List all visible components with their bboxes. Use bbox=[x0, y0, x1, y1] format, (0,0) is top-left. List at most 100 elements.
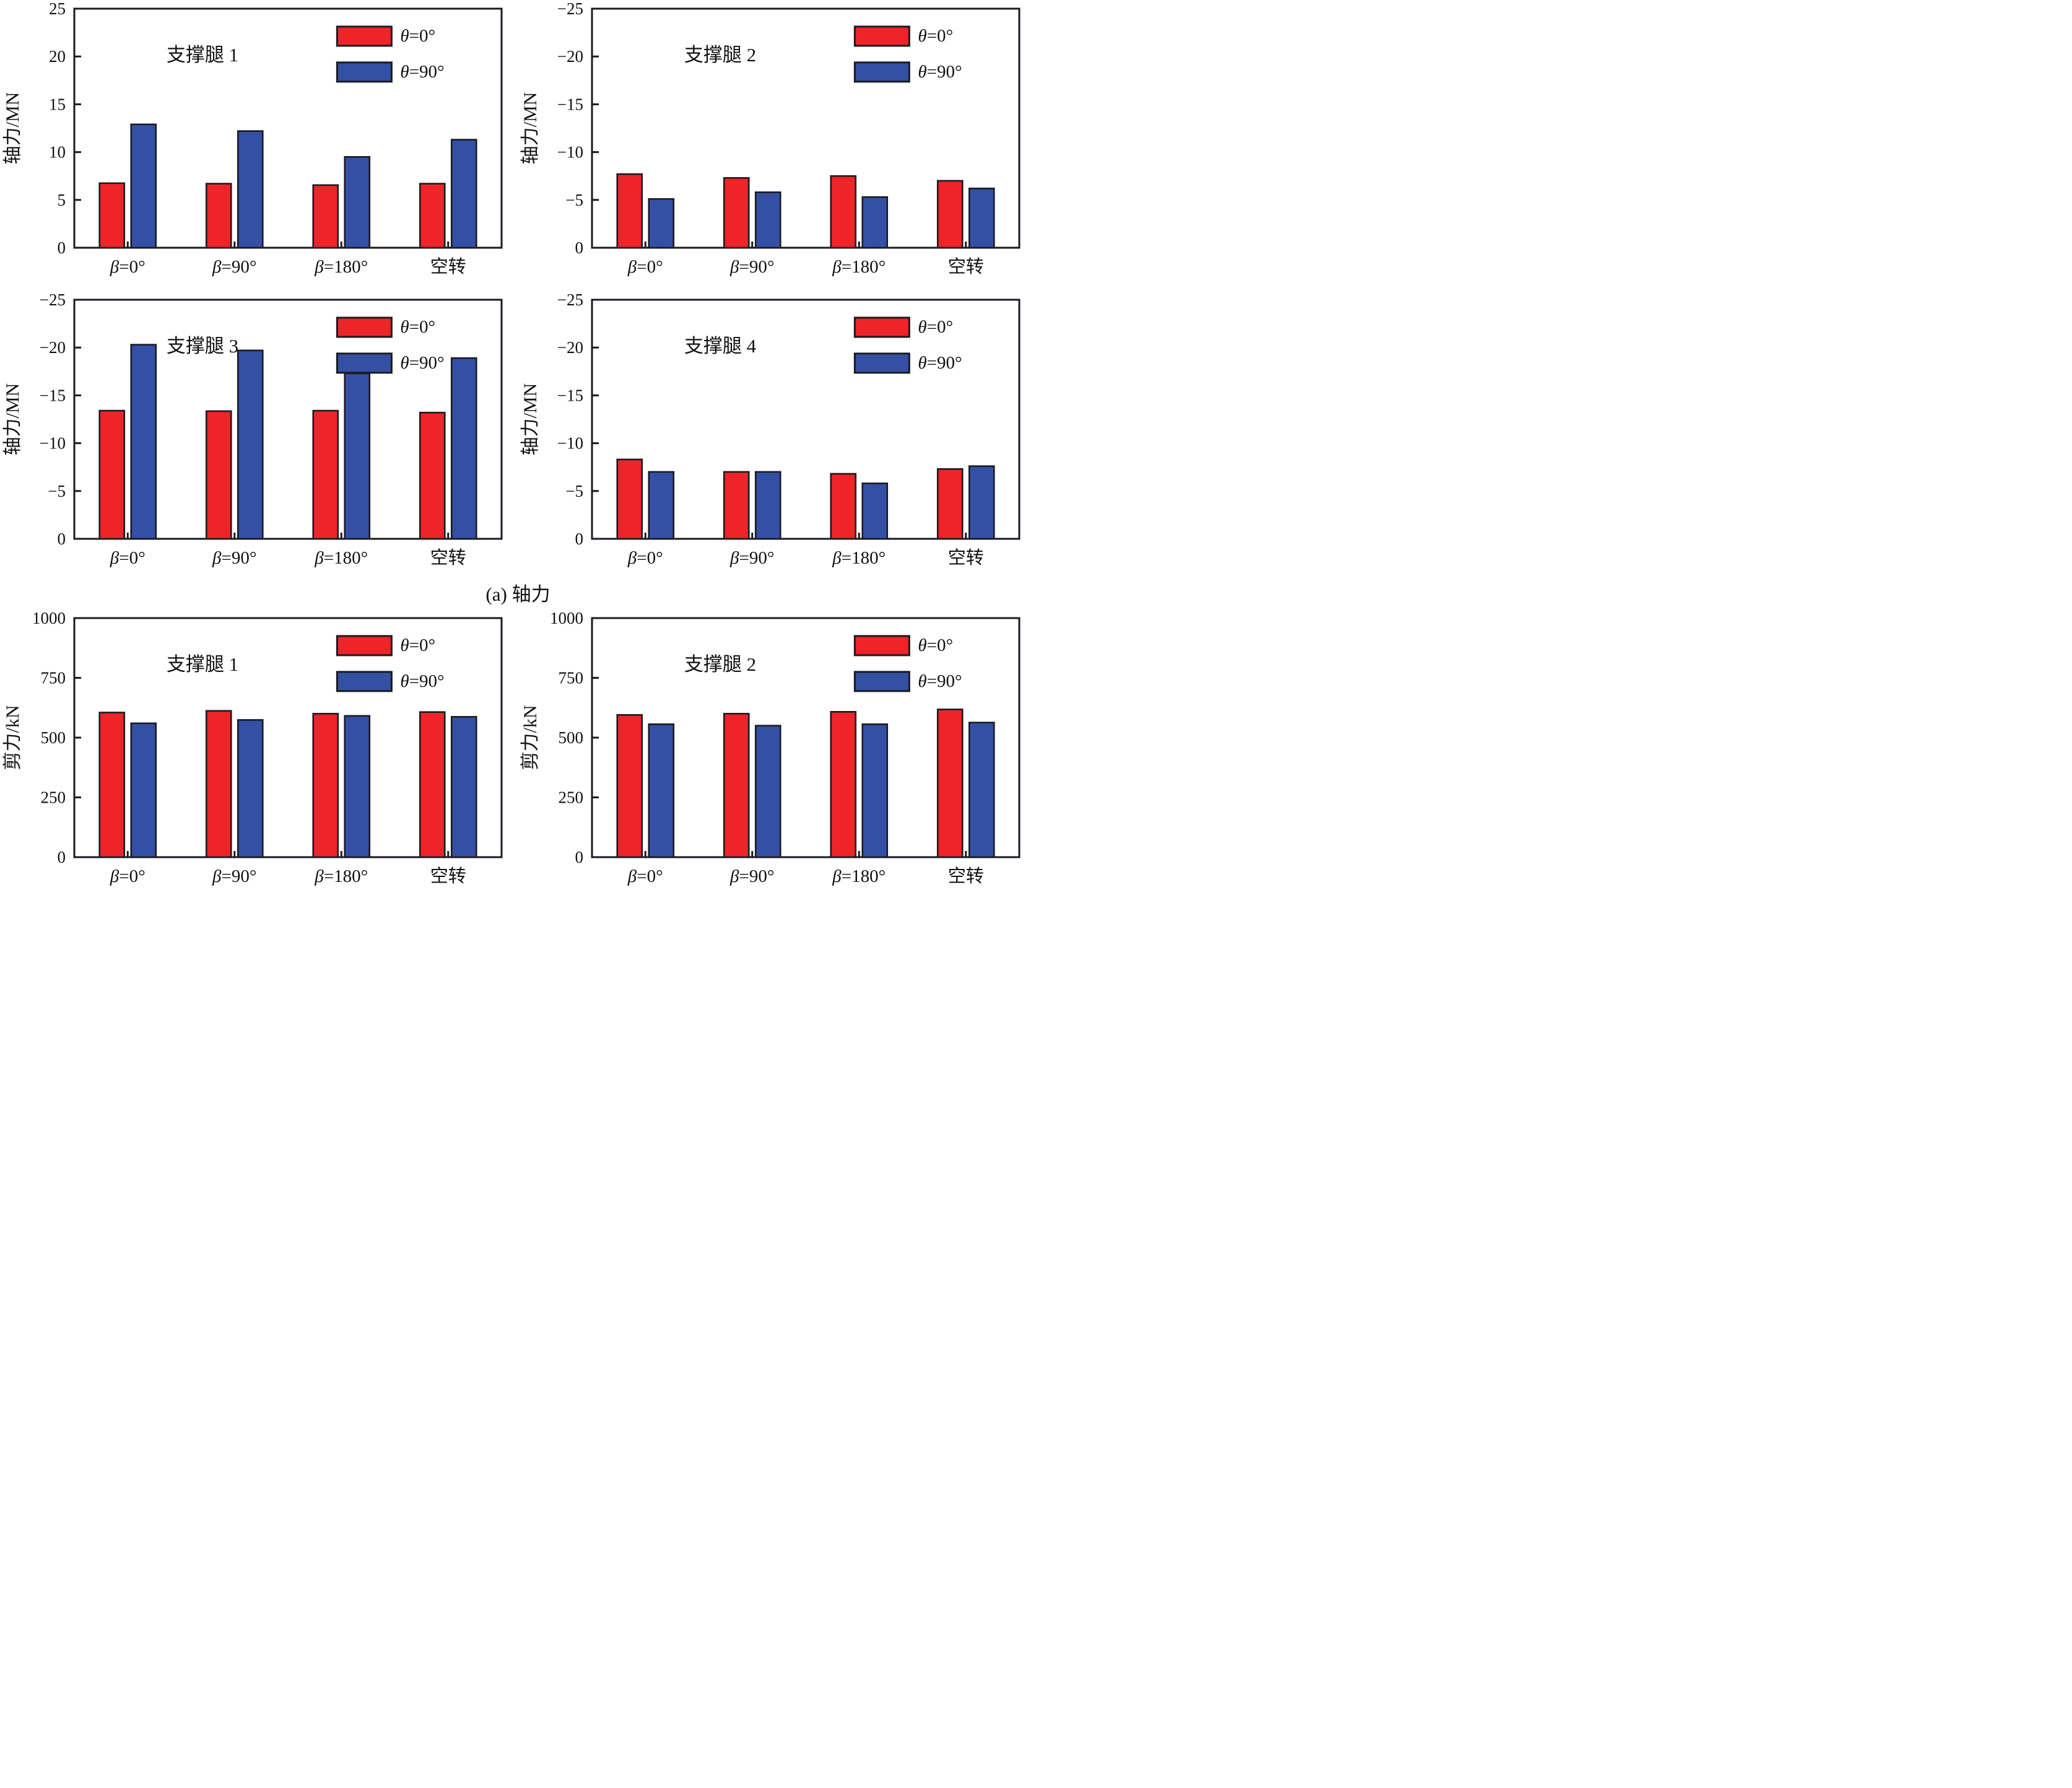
y-tick-label: −15 bbox=[557, 386, 583, 404]
y-tick-label: −5 bbox=[48, 482, 66, 500]
bar-axial-leg1-s0-c1 bbox=[205, 183, 232, 249]
category-label: β=0° bbox=[627, 257, 663, 277]
category-label: 空转 bbox=[948, 866, 984, 886]
y-tick-label: 500 bbox=[559, 728, 584, 747]
category-label: β=180° bbox=[314, 548, 368, 568]
chart-svg-shear-leg2: 0 250 500 750 1000 剪力/kN 支撑腿 2 β=0° β=90° β=180° 空… bbox=[520, 609, 1021, 886]
bar-shear-leg1-s1-c2 bbox=[344, 715, 371, 858]
bar-shear-leg2-s1-c3 bbox=[968, 722, 995, 858]
y-axis-label: 轴力/MN bbox=[520, 383, 541, 456]
bar-axial-leg2-s0-c2 bbox=[830, 175, 857, 249]
y-tick-label: 10 bbox=[49, 143, 66, 162]
chart-axial-leg2: 0 −5 −10 −15 −20 −25 轴力/MN 支撑腿 2 β=0° β=90° β=180°… bbox=[518, 0, 1035, 291]
bar-axial-leg2-s1-c2 bbox=[861, 196, 889, 249]
y-tick-label: 1000 bbox=[550, 609, 583, 627]
legend-label-0: θ=0° bbox=[400, 635, 435, 655]
category-label: β=180° bbox=[314, 257, 368, 277]
legend-label-1: θ=90° bbox=[400, 353, 444, 373]
bar-axial-leg4-s1-c1 bbox=[754, 471, 781, 540]
bar-axial-leg2-s0-c3 bbox=[936, 180, 964, 249]
chart-title: 支撑腿 1 bbox=[167, 44, 238, 66]
y-axis-label: 剪力/kN bbox=[520, 705, 541, 770]
chart-axial-leg4: 0 −5 −10 −15 −20 −25 轴力/MN 支撑腿 4 β=0° β=90° β=180°… bbox=[518, 290, 1035, 582]
y-tick-label: 750 bbox=[559, 669, 584, 687]
legend-swatch-0 bbox=[336, 316, 393, 338]
bar-axial-leg3-s1-c3 bbox=[450, 357, 477, 540]
chart-title: 支撑腿 4 bbox=[684, 335, 757, 357]
bar-axial-leg3-s1-c2 bbox=[344, 372, 371, 540]
bar-axial-leg4-s1-c3 bbox=[968, 465, 995, 540]
y-tick-label: 0 bbox=[58, 848, 66, 866]
chart-axial-leg3: 0 −5 −10 −15 −20 −25 轴力/MN 支撑腿 3 β=0° β=90° β=180°… bbox=[0, 290, 518, 582]
category-label: 空转 bbox=[430, 866, 466, 886]
legend-label-1: θ=90° bbox=[400, 62, 444, 82]
bar-axial-leg4-s0-c0 bbox=[616, 458, 643, 540]
figure-row-3: 0 250 500 750 1000 剪力/kN 支撑腿 1 β=0° β=90° β=180° 空… bbox=[0, 609, 1036, 889]
y-tick-label: −25 bbox=[40, 291, 66, 309]
y-tick-label: 250 bbox=[559, 788, 584, 807]
category-label: β=0° bbox=[110, 257, 146, 277]
y-axis-label: 剪力/kN bbox=[2, 705, 23, 770]
bar-axial-leg4-s1-c0 bbox=[648, 471, 675, 540]
legend-swatch-0 bbox=[336, 635, 393, 656]
legend-label-1: θ=90° bbox=[400, 671, 444, 691]
legend-label-1: θ=90° bbox=[918, 353, 962, 373]
legend-label-0: θ=0° bbox=[400, 26, 435, 46]
y-tick-label: 750 bbox=[41, 669, 66, 687]
bar-axial-leg4-s0-c1 bbox=[723, 471, 750, 540]
figure: 0 5 10 15 20 25 轴力/MN 支撑腿 1 β=0° β=90° β=180° 空转 θ=0… bbox=[0, 0, 1036, 889]
legend-label-0: θ=0° bbox=[918, 635, 953, 655]
category-label: β=90° bbox=[212, 257, 256, 277]
category-label: β=0° bbox=[627, 866, 663, 886]
category-label: 空转 bbox=[948, 547, 984, 568]
y-tick-label: 5 bbox=[58, 191, 66, 209]
bar-axial-leg3-s0-c1 bbox=[205, 410, 232, 540]
category-label: β=90° bbox=[729, 548, 774, 568]
legend-label-0: θ=0° bbox=[400, 317, 435, 337]
plot-box bbox=[73, 7, 503, 249]
category-label: 空转 bbox=[430, 547, 466, 568]
category-label: β=90° bbox=[212, 866, 256, 886]
y-tick-label: −10 bbox=[557, 143, 583, 162]
chart-title: 支撑腿 3 bbox=[167, 335, 238, 357]
bar-shear-leg2-s1-c2 bbox=[861, 723, 889, 858]
bar-axial-leg2-s1-c1 bbox=[754, 191, 781, 249]
bar-axial-leg1-s1-c3 bbox=[450, 139, 477, 249]
bar-axial-leg3-s0-c3 bbox=[419, 411, 446, 540]
y-axis-label: 轴力/MN bbox=[520, 92, 541, 165]
bar-shear-leg1-s1-c3 bbox=[450, 716, 477, 858]
y-tick-label: −5 bbox=[565, 191, 583, 209]
y-tick-label: −25 bbox=[557, 0, 583, 18]
figure-row-2: 0 −5 −10 −15 −20 −25 轴力/MN 支撑腿 3 β=0° β=90° β=180°… bbox=[0, 290, 1036, 582]
legend-swatch-1 bbox=[336, 61, 393, 83]
y-tick-label: −15 bbox=[557, 95, 583, 113]
bar-axial-leg2-s1-c0 bbox=[648, 198, 675, 249]
y-axis-label: 轴力/MN bbox=[2, 383, 23, 456]
y-tick-label: −10 bbox=[40, 434, 66, 453]
bar-shear-leg2-s0-c2 bbox=[830, 711, 857, 858]
legend-label-0: θ=0° bbox=[918, 26, 953, 46]
legend-swatch-1 bbox=[853, 61, 910, 83]
bar-axial-leg1-s1-c1 bbox=[237, 130, 264, 249]
bar-axial-leg3-s1-c0 bbox=[130, 344, 157, 540]
bar-shear-leg1-s0-c3 bbox=[419, 711, 446, 858]
chart-svg-axial-leg4: 0 −5 −10 −15 −20 −25 轴力/MN 支撑腿 4 β=0° β=90° β=180°… bbox=[520, 290, 1021, 568]
chart-title: 支撑腿 2 bbox=[684, 44, 756, 66]
bar-axial-leg1-s1-c0 bbox=[130, 123, 157, 249]
y-tick-label: −20 bbox=[40, 338, 66, 357]
bar-axial-leg4-s1-c2 bbox=[861, 482, 889, 540]
category-label: β=180° bbox=[832, 548, 886, 568]
bar-axial-leg3-s0-c2 bbox=[312, 409, 339, 540]
category-label: β=180° bbox=[314, 866, 368, 886]
bar-axial-leg4-s0-c3 bbox=[936, 468, 964, 540]
y-tick-label: −15 bbox=[40, 386, 66, 404]
y-tick-label: −20 bbox=[557, 338, 583, 357]
bar-axial-leg3-s1-c1 bbox=[237, 349, 264, 540]
bar-shear-leg2-s0-c1 bbox=[723, 713, 750, 858]
chart-svg-shear-leg1: 0 250 500 750 1000 剪力/kN 支撑腿 1 β=0° β=90° β=180° 空… bbox=[2, 609, 503, 886]
bar-axial-leg1-s1-c2 bbox=[344, 156, 371, 249]
chart-shear-leg1: 0 250 500 750 1000 剪力/kN 支撑腿 1 β=0° β=90° β=180° 空… bbox=[0, 609, 518, 889]
category-label: 空转 bbox=[948, 256, 984, 277]
category-label: β=180° bbox=[832, 866, 886, 886]
chart-shear-leg2: 0 250 500 750 1000 剪力/kN 支撑腿 2 β=0° β=90° β=180° 空… bbox=[518, 609, 1035, 889]
